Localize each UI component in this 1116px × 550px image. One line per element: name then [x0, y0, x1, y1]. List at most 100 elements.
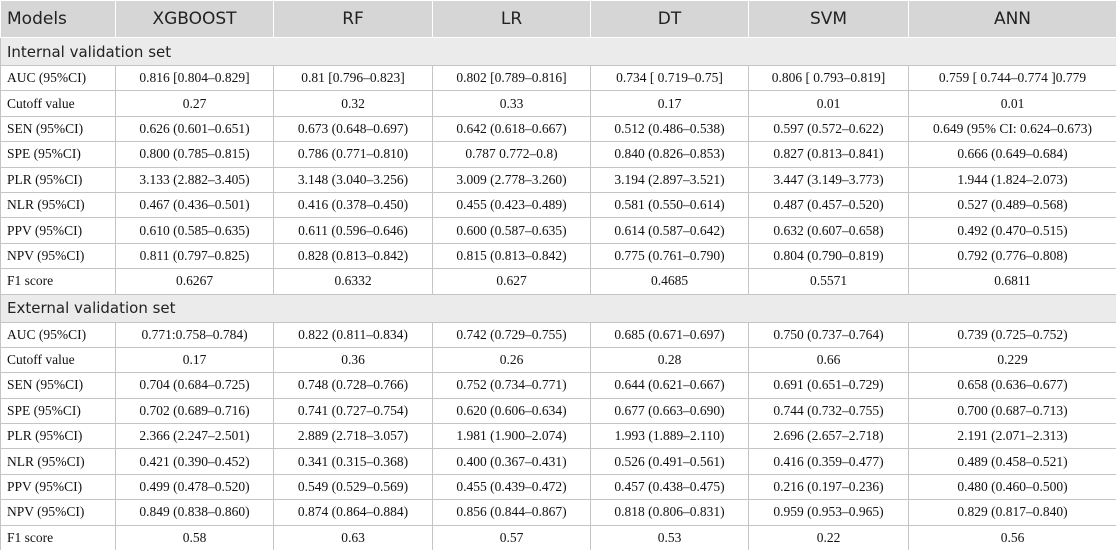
data-row: PPV (95%CI) 0.610 (0.585–0.635) 0.611 (0.5… [0, 217, 1116, 244]
cell: 0.421 (0.390–0.452) [115, 448, 274, 475]
cell: 0.81 [0.796–0.823] [273, 64, 433, 92]
cell: 0.01 [908, 90, 1116, 117]
row-label: Cutoff value [0, 90, 116, 117]
cell: 0.759 [ 0.744–0.774 ]0.779 [908, 64, 1116, 92]
cell: 0.632 (0.607–0.658) [748, 217, 909, 244]
cell: 0.57 [432, 524, 591, 550]
cell: 0.840 (0.826–0.853) [590, 141, 749, 168]
cell: 0.480 (0.460–0.500) [908, 473, 1116, 501]
data-row: PLR (95%CI) 3.133 (2.882–3.405) 3.148 (3.0… [0, 166, 1116, 193]
cell: 2.191 (2.071–2.313) [908, 423, 1116, 450]
cell: 0.489 (0.458–0.521) [908, 448, 1116, 475]
data-row: AUC (95%CI) 0.816 [0.804–0.829] 0.81 [0.79… [0, 64, 1116, 92]
cell: 0.742 (0.729–0.755) [432, 321, 591, 348]
data-row: NLR (95%CI) 0.421 (0.390–0.452) 0.341 (0.3… [0, 448, 1116, 475]
cell: 0.455 (0.423–0.489) [432, 191, 591, 219]
cell: 0.828 (0.813–0.842) [273, 242, 433, 270]
cell: 0.610 (0.585–0.635) [115, 217, 274, 244]
cell: 0.400 (0.367–0.431) [432, 448, 591, 475]
cell: 0.739 (0.725–0.752) [908, 321, 1116, 348]
cell: 0.620 (0.606–0.634) [432, 397, 591, 425]
data-row: F1 score 0.6267 0.6332 0.627 0.4685 0.5571 0.6… [0, 268, 1116, 295]
row-label: Cutoff value [0, 346, 116, 374]
cell: 0.752 (0.734–0.771) [432, 372, 591, 399]
cell: 2.366 (2.247–2.501) [115, 423, 274, 450]
section-row: Internal validation set [0, 37, 1116, 66]
cell: 0.6811 [908, 268, 1116, 295]
cell: 0.28 [590, 346, 749, 374]
cell: 0.22 [748, 524, 909, 550]
section-row: External validation set [0, 293, 1116, 323]
row-label: SPE (95%CI) [0, 397, 116, 425]
cell: 0.01 [748, 90, 909, 117]
cell: 1.981 (1.900–2.074) [432, 423, 591, 450]
cell: 0.644 (0.621–0.667) [590, 372, 749, 399]
row-label: SEN (95%CI) [0, 115, 116, 143]
row-label: PLR (95%CI) [0, 166, 116, 193]
cell: 0.527 (0.489–0.568) [908, 191, 1116, 219]
cell: 0.744 (0.732–0.755) [748, 397, 909, 425]
cell: 0.787 0.772–0.8) [432, 141, 591, 168]
cell: 0.17 [590, 90, 749, 117]
data-row: NLR (95%CI) 0.467 (0.436–0.501) 0.416 (0.3… [0, 191, 1116, 219]
cell: 0.748 (0.728–0.766) [273, 372, 433, 399]
cell: 0.416 (0.359–0.477) [748, 448, 909, 475]
row-label: NLR (95%CI) [0, 191, 116, 219]
cell: 0.33 [432, 90, 591, 117]
cell: 0.804 (0.790–0.819) [748, 242, 909, 270]
table-body: Internal validation set AUC (95%CI) 0.816 … [0, 37, 1116, 550]
cell: 0.816 [0.804–0.829] [115, 64, 274, 92]
cell: 0.806 [ 0.793–0.819] [748, 64, 909, 92]
section-title: Internal validation set [0, 37, 1116, 66]
cell: 3.148 (3.040–3.256) [273, 166, 433, 193]
cell: 0.800 (0.785–0.815) [115, 141, 274, 168]
row-label: NPV (95%CI) [0, 242, 116, 270]
cell: 0.581 (0.550–0.614) [590, 191, 749, 219]
cell: 2.696 (2.657–2.718) [748, 423, 909, 450]
cell: 0.611 (0.596–0.646) [273, 217, 433, 244]
column-header: LR [432, 0, 591, 38]
cell: 0.685 (0.671–0.697) [590, 321, 749, 348]
header-row: Models XGBOOST RF LR DT SVM ANN [0, 0, 1116, 38]
cell: 1.944 (1.824–2.073) [908, 166, 1116, 193]
cell: 0.829 (0.817–0.840) [908, 499, 1116, 526]
cell: 0.666 (0.649–0.684) [908, 141, 1116, 168]
row-label: NLR (95%CI) [0, 448, 116, 475]
row-label: AUC (95%CI) [0, 64, 116, 92]
cell: 0.229 [908, 346, 1116, 374]
section-title: External validation set [0, 293, 1116, 323]
cell: 0.691 (0.651–0.729) [748, 372, 909, 399]
cell: 0.53 [590, 524, 749, 550]
row-label: F1 score [0, 268, 116, 295]
cell: 0.677 (0.663–0.690) [590, 397, 749, 425]
cell: 0.457 (0.438–0.475) [590, 473, 749, 501]
column-header: ANN [908, 0, 1116, 38]
cell: 0.512 (0.486–0.538) [590, 115, 749, 143]
column-header: XGBOOST [115, 0, 274, 38]
cell: 0.63 [273, 524, 433, 550]
data-row: PLR (95%CI) 2.366 (2.247–2.501) 2.889 (2.7… [0, 423, 1116, 450]
data-row: PPV (95%CI) 0.499 (0.478–0.520) 0.549 (0.5… [0, 473, 1116, 501]
data-row: SPE (95%CI) 0.702 (0.689–0.716) 0.741 (0.7… [0, 397, 1116, 425]
cell: 0.874 (0.864–0.884) [273, 499, 433, 526]
cell: 0.959 (0.953–0.965) [748, 499, 909, 526]
cell: 0.58 [115, 524, 274, 550]
data-row: Cutoff value 0.17 0.36 0.26 0.28 0.66 0.229 [0, 346, 1116, 374]
cell: 0.856 (0.844–0.867) [432, 499, 591, 526]
row-label: PLR (95%CI) [0, 423, 116, 450]
cell: 0.36 [273, 346, 433, 374]
column-header: RF [273, 0, 433, 38]
column-header: SVM [748, 0, 909, 38]
cell: 0.492 (0.470–0.515) [908, 217, 1116, 244]
cell: 3.447 (3.149–3.773) [748, 166, 909, 193]
cell: 0.815 (0.813–0.842) [432, 242, 591, 270]
cell: 0.658 (0.636–0.677) [908, 372, 1116, 399]
cell: 0.487 (0.457–0.520) [748, 191, 909, 219]
cell: 0.416 (0.378–0.450) [273, 191, 433, 219]
cell: 0.26 [432, 346, 591, 374]
cell: 0.642 (0.618–0.667) [432, 115, 591, 143]
cell: 0.626 (0.601–0.651) [115, 115, 274, 143]
cell: 0.526 (0.491–0.561) [590, 448, 749, 475]
